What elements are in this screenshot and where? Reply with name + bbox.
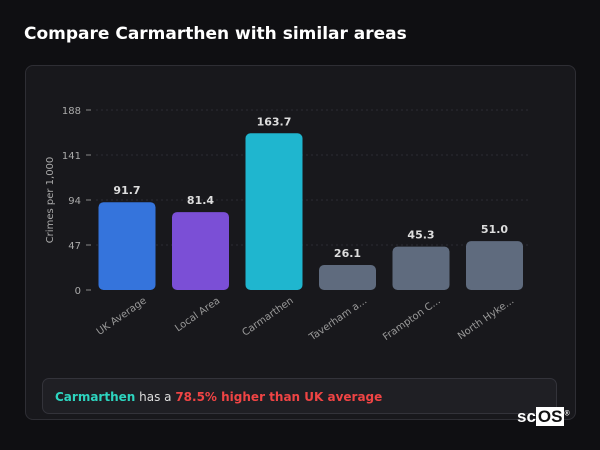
bar [245,133,303,290]
x-tick-label: Carmarthen [240,295,295,338]
data-label: 45.3 [407,229,434,242]
data-label: 26.1 [334,247,361,260]
data-label: 91.7 [113,184,140,197]
y-tick-label: 188 [62,106,81,117]
summary-area: Carmarthen [55,390,136,404]
page-title: Compare Carmarthen with similar areas [24,24,407,44]
bar [172,212,229,290]
scos-logo: sc OS ® [517,407,570,426]
y-tick-label: 141 [62,151,81,162]
summary-text: has a [135,390,176,404]
x-tick-label: Taverham a... [307,295,370,343]
bar [319,265,376,290]
y-tick-label: 47 [68,241,81,252]
x-tick-label: North Hyke... [456,295,516,342]
bar [392,246,450,290]
bar [98,202,156,290]
data-label: 163.7 [257,115,292,128]
data-label: 81.4 [187,194,214,207]
summary-highlight: 78.5% higher than UK average [175,390,383,404]
y-tick-label: 0 [75,286,81,297]
y-tick-label: 94 [68,196,81,207]
data-label: 51.0 [481,223,508,236]
comparison-summary: Carmarthen has a 78.5% higher than UK av… [42,378,557,414]
x-tick-label: Local Area [173,295,222,334]
y-axis-label: Crimes per 1,000 [45,157,56,244]
x-tick-label: UK Average [95,295,149,337]
bar [466,241,523,290]
x-tick-label: Frampton C... [381,295,443,343]
